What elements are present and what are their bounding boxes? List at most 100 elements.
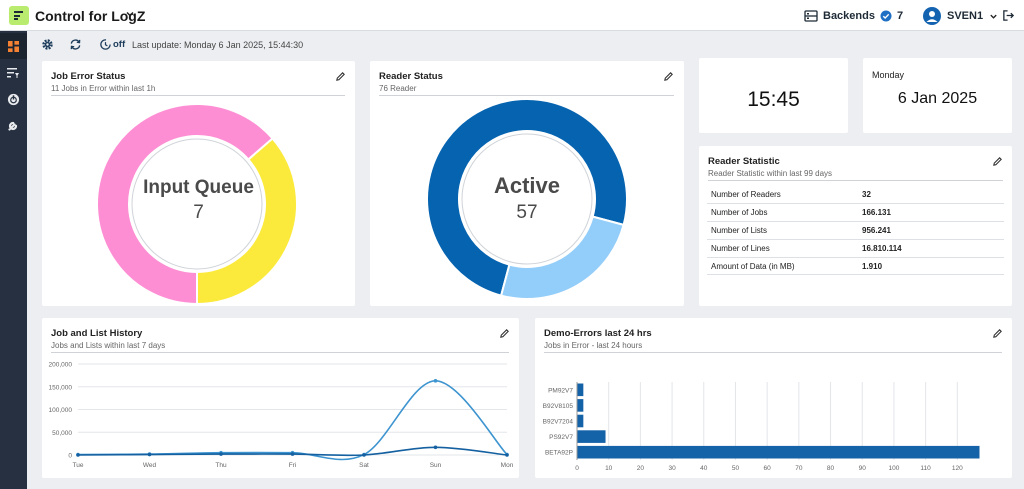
bar <box>577 445 980 459</box>
donut-slice-0 <box>97 104 274 304</box>
top-bar: Control for LogZ Backends 7 SVEN1 <box>0 0 1024 31</box>
x-tick-label: 0 <box>575 465 579 472</box>
y-tick-label: 100,000 <box>49 407 73 414</box>
y-tick-label: B92V8105 <box>543 403 574 410</box>
x-tick-label: 10 <box>605 465 613 472</box>
edit-pencil-icon[interactable] <box>992 328 1003 339</box>
sidebar <box>0 31 27 489</box>
x-tick-label: Sun <box>430 462 442 469</box>
table-row: Number of Lines 16.810.114 <box>707 239 1004 258</box>
x-tick-label: Sat <box>359 462 369 469</box>
row-value: 32 <box>858 186 1004 205</box>
check-circle-icon <box>880 10 892 22</box>
y-tick-label: B92V7204 <box>543 419 574 426</box>
filter-list-icon <box>7 68 19 78</box>
edit-pencil-icon[interactable] <box>335 71 346 82</box>
reader-statistic-card: Reader Statistic Reader Statistic within… <box>699 146 1012 306</box>
table-row: Amount of Data (in MB) 1.910 <box>707 257 1004 276</box>
x-tick-label: 50 <box>732 465 740 472</box>
edit-pencil-icon[interactable] <box>499 328 510 339</box>
card-subtitle: Jobs in Error - last 24 hours <box>544 341 643 350</box>
reader-status-card: Reader Status 76 Reader Active 57 <box>370 61 684 306</box>
x-tick-label: 80 <box>827 465 835 472</box>
user-menu[interactable]: SVEN1 <box>923 6 998 26</box>
series-point <box>505 453 509 457</box>
app-logo-icon[interactable] <box>9 6 29 25</box>
chevron-down-icon <box>990 14 997 19</box>
edit-pencil-icon[interactable] <box>992 156 1003 167</box>
app-title[interactable]: Control for LogZ <box>35 8 146 24</box>
card-title: Demo-Errors last 24 hrs <box>544 328 652 339</box>
bar <box>577 430 606 443</box>
y-tick-label: 0 <box>68 453 72 460</box>
power-icon <box>7 93 20 105</box>
x-tick-label: 120 <box>952 465 963 472</box>
donut-slice-1 <box>499 215 625 299</box>
table-row: Number of Jobs 166.131 <box>707 203 1004 223</box>
series-point <box>147 452 152 457</box>
x-tick-label: 100 <box>888 465 899 472</box>
card-subtitle: 11 Jobs in Error within last 1h <box>51 84 156 93</box>
gear-icon[interactable] <box>41 38 54 51</box>
series-point <box>362 453 366 457</box>
y-tick-label: 200,000 <box>49 362 73 369</box>
series-point <box>433 445 438 450</box>
donut-slice-0 <box>427 99 627 297</box>
series-point <box>290 452 295 456</box>
job-error-donut-chart <box>97 104 297 304</box>
backends-label: Backends <box>823 10 875 22</box>
row-value: 16.810.114 <box>858 239 1004 258</box>
donut-center-label: Input Queue <box>143 177 254 198</box>
auto-refresh-icon[interactable] <box>99 38 112 51</box>
x-tick-label: 110 <box>920 465 931 472</box>
x-tick-label: Wed <box>143 462 157 469</box>
row-value: 166.131 <box>858 203 1004 223</box>
date-weekday: Monday <box>872 70 905 80</box>
database-icon <box>804 10 818 22</box>
clock-card: 15:45 <box>699 58 848 133</box>
bar <box>577 383 584 397</box>
sidebar-item-filter[interactable] <box>0 60 27 86</box>
card-divider <box>708 180 1003 181</box>
sidebar-item-tools[interactable] <box>0 112 27 138</box>
row-value: 1.910 <box>858 257 1004 276</box>
bar <box>577 399 584 412</box>
series-point <box>433 379 438 383</box>
logout-icon[interactable] <box>1002 9 1015 22</box>
x-tick-label: Mon <box>501 462 514 469</box>
date-card: Monday 6 Jan 2025 <box>863 58 1012 133</box>
row-label: Number of Jobs <box>707 203 858 223</box>
series-point <box>219 452 223 456</box>
job-list-line-chart: 0 50,000 100,000 150,000 200,000 Tue Wed Thu Fri… <box>49 362 514 470</box>
backends-count: 7 <box>896 10 904 22</box>
x-tick-label: 70 <box>795 465 803 472</box>
toolbar: off Last update: Monday 6 Jan 2025, 15:4… <box>27 31 1024 58</box>
donut-inner-ring <box>461 133 593 265</box>
auto-refresh-state[interactable]: off <box>113 39 126 50</box>
refresh-icon[interactable] <box>69 38 82 51</box>
row-label: Number of Readers <box>707 186 858 205</box>
x-tick-label: Fri <box>289 462 297 469</box>
card-title: Job and List History <box>51 328 143 339</box>
card-divider <box>544 352 1002 353</box>
row-value: 956.241 <box>858 221 1004 240</box>
sidebar-item-power[interactable] <box>0 86 27 112</box>
x-tick-label: Thu <box>215 462 227 469</box>
card-title: Reader Status <box>379 71 443 82</box>
chevron-down-icon[interactable] <box>125 9 135 19</box>
sidebar-item-dashboard[interactable] <box>0 33 27 59</box>
edit-pencil-icon[interactable] <box>663 71 674 82</box>
avatar-icon <box>923 7 941 25</box>
donut-center-value: 7 <box>193 202 204 223</box>
card-divider <box>51 352 509 353</box>
y-tick-label: PS92V7 <box>549 434 573 441</box>
row-label: Amount of Data (in MB) <box>707 257 858 276</box>
y-tick-label: 50,000 <box>52 430 72 437</box>
card-divider <box>379 95 674 96</box>
card-subtitle: 76 Reader <box>379 84 417 93</box>
job-error-status-card: Job Error Status 11 Jobs in Error within… <box>42 61 355 306</box>
date-value: 6 Jan 2025 <box>897 90 978 107</box>
backends-indicator[interactable]: Backends 7 <box>804 8 903 24</box>
x-tick-label: 30 <box>668 465 676 472</box>
clock-time: 15:45 <box>747 88 800 111</box>
